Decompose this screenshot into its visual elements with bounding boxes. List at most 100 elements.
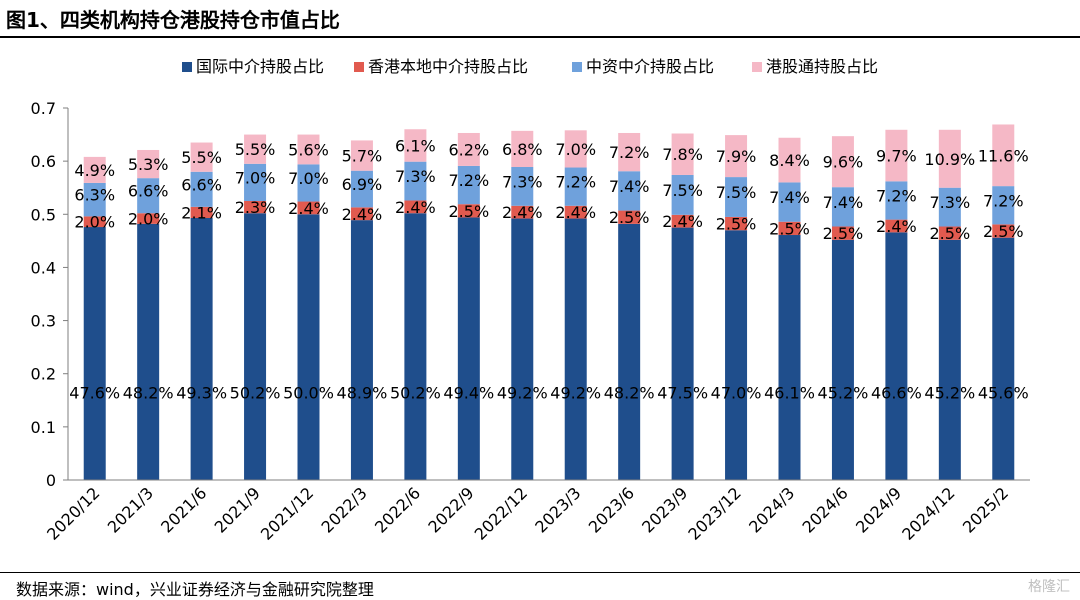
bar-segment	[511, 130, 534, 167]
data-label: 45.6%	[978, 383, 1029, 402]
bar-segment	[83, 227, 106, 480]
bar-segment	[778, 137, 801, 183]
data-label: 6.2%	[449, 140, 490, 159]
data-label: 2.5%	[930, 224, 971, 243]
legend-label: 国际中介持股占比	[196, 57, 324, 76]
data-label: 2.0%	[128, 210, 169, 229]
bar-segment	[244, 213, 267, 481]
data-label: 6.6%	[128, 182, 169, 201]
data-label: 46.6%	[871, 383, 922, 402]
x-tick-label: 2022/3	[318, 483, 371, 536]
data-label: 7.2%	[609, 143, 650, 162]
bar-segment	[244, 163, 267, 201]
chart-title: 图1、四类机构持仓港股持仓市值占比	[6, 8, 340, 32]
data-label: 7.5%	[662, 181, 703, 200]
data-label: 7.3%	[395, 167, 436, 186]
bar-segment	[778, 235, 801, 480]
bar-segment	[564, 130, 587, 168]
bar-segment	[618, 210, 641, 224]
bar-segment	[725, 135, 748, 178]
data-label: 7.2%	[449, 171, 490, 190]
y-axis: 0 0.1 0.2 0.3 0.4 0.5 0.6 0.7	[31, 99, 69, 490]
x-tick-label: 2024/6	[799, 483, 852, 536]
data-label: 7.9%	[716, 147, 757, 166]
bar-segment	[137, 223, 160, 480]
data-label: 49.2%	[497, 383, 548, 402]
data-label: 50.0%	[283, 383, 334, 402]
bar-segment	[778, 221, 801, 236]
bar-segment	[831, 136, 854, 188]
data-label: 7.5%	[716, 183, 757, 202]
data-label: 7.3%	[930, 193, 971, 212]
bar-segment	[511, 166, 534, 206]
x-tick-label: 2023/12	[684, 483, 744, 543]
x-tick-label: 2025/2	[959, 483, 1012, 536]
bar-segment	[137, 178, 160, 214]
legend: 国际中介持股占比 香港本地中介持股占比 中资中介持股占比 港股通持股占比	[182, 57, 878, 76]
title-divider	[0, 36, 1080, 38]
bar-segment	[297, 214, 320, 481]
bar-segment	[725, 230, 748, 480]
data-label: 7.2%	[876, 186, 917, 205]
bar-segment	[671, 174, 694, 215]
bar-segment	[831, 226, 854, 240]
bar-segment	[938, 129, 961, 188]
x-tick-label: 2024/12	[898, 483, 958, 543]
data-label: 48.2%	[123, 383, 174, 402]
bar-segment	[992, 186, 1015, 225]
bar-segment	[564, 205, 587, 219]
data-label: 2.4%	[876, 217, 917, 236]
y-tick-label: 0.3	[31, 312, 56, 331]
bar-segment	[938, 239, 961, 480]
data-label: 7.3%	[502, 172, 543, 191]
x-tick-label: 2024/3	[745, 483, 798, 536]
data-label: 7.0%	[288, 169, 329, 188]
data-label: 7.4%	[823, 193, 864, 212]
y-tick-label: 0.2	[31, 365, 56, 384]
y-tick-label: 0.7	[31, 99, 56, 118]
x-tick-label: 2021/3	[104, 483, 157, 536]
legend-swatch	[752, 62, 762, 72]
bar-segment	[83, 156, 106, 183]
x-tick-label: 2023/9	[638, 483, 691, 536]
bar-segment	[885, 181, 908, 220]
x-tick-label: 2020/12	[43, 483, 103, 543]
data-label: 47.5%	[657, 383, 708, 402]
data-label: 7.0%	[235, 168, 276, 187]
bar-segment	[350, 207, 373, 221]
bar-segment	[885, 129, 908, 182]
bar-segment	[671, 227, 694, 480]
source-note: 数据来源：wind，兴业证券经济与金融研究院整理	[16, 580, 374, 599]
data-label: 5.7%	[342, 147, 383, 166]
bar-segment	[404, 213, 427, 481]
bar-segment	[938, 226, 961, 240]
data-label: 2.1%	[181, 203, 222, 222]
data-label: 48.9%	[337, 383, 388, 402]
x-tick-label: 2021/12	[257, 483, 317, 543]
data-label: 2.5%	[609, 208, 650, 227]
data-label: 2.4%	[288, 199, 329, 218]
bar-segment	[992, 224, 1015, 238]
bar-segment	[564, 218, 587, 480]
bar-segment	[190, 206, 213, 219]
data-label: 7.2%	[983, 191, 1024, 210]
bar-segment	[244, 201, 267, 214]
data-label: 49.3%	[176, 383, 227, 402]
legend-label: 香港本地中介持股占比	[368, 57, 528, 76]
data-label: 2.4%	[395, 198, 436, 217]
data-label: 47.6%	[69, 383, 120, 402]
bar-segment	[457, 204, 480, 218]
bar-segment	[297, 164, 320, 202]
y-tick-label: 0.5	[31, 205, 56, 224]
bar-segment	[671, 214, 694, 228]
data-label: 2.0%	[74, 213, 115, 232]
bar-segment	[992, 237, 1015, 480]
data-label: 2.5%	[716, 215, 757, 234]
data-label: 50.2%	[390, 383, 441, 402]
data-label: 2.4%	[555, 203, 596, 222]
x-tick-label: 2023/6	[585, 483, 638, 536]
bar-segment	[885, 232, 908, 480]
x-tick-label: 2021/6	[157, 483, 210, 536]
data-label: 2.4%	[502, 203, 543, 222]
x-tick-label: 2023/3	[531, 483, 584, 536]
